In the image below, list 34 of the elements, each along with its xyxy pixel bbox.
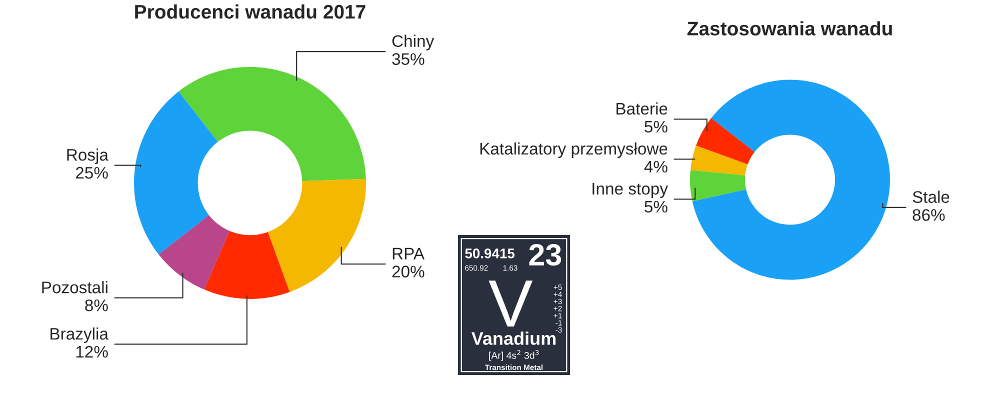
data-label: 35% [392, 53, 424, 65]
donut-slice [692, 80, 890, 280]
text: Vanadium [471, 332, 556, 345]
data-label: 20% [392, 266, 424, 278]
slice-label: Brazylia [50, 327, 108, 344]
donut-slice [268, 178, 366, 292]
slice-label: Stale [912, 190, 950, 203]
slice-label: Inne stopy [592, 183, 668, 198]
donut-slice [690, 170, 746, 202]
data-label: 5% [644, 200, 668, 213]
slice-label: Baterie [616, 102, 668, 115]
slice-label: Pozostali [42, 281, 108, 294]
data-label: 8% [85, 299, 108, 312]
text: 50.9415 [465, 248, 515, 258]
slice-label: Katalizatory przemysłowe [480, 142, 668, 158]
text: 23 [529, 244, 562, 266]
slice-label: Rosja [67, 148, 108, 164]
slice-label: RPA [392, 248, 425, 260]
donut-slice [134, 92, 218, 254]
donut-slice [696, 118, 755, 164]
donut-slice [204, 230, 290, 299]
data-label: 4% [644, 160, 668, 173]
data-label: 5% [644, 120, 668, 133]
text: V [488, 280, 533, 326]
data-label: 86% [912, 209, 945, 221]
chart-title: Zastosowania wanadu [687, 21, 892, 36]
chart-title: Producenci wanadu 2017 [135, 4, 366, 19]
data-label: 25% [76, 166, 108, 179]
data-label: 12% [76, 346, 108, 358]
slice-label: Chiny [392, 34, 434, 50]
donut-slice [158, 215, 230, 290]
donut-slice [178, 66, 366, 182]
text: [Ar] 4s$^{2}$ 3d$^{3}$ [489, 350, 539, 361]
donut-slice [690, 146, 748, 176]
